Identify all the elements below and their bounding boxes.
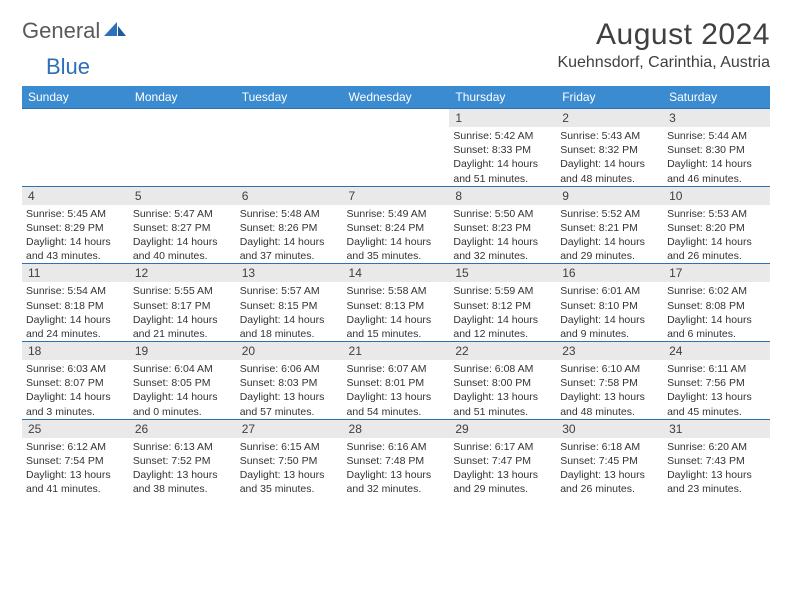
day-info-cell: Sunrise: 5:47 AMSunset: 8:27 PMDaylight:…	[129, 205, 236, 264]
day-number-cell: 6	[236, 186, 343, 205]
day-info-cell: Sunrise: 6:08 AMSunset: 8:00 PMDaylight:…	[449, 360, 556, 419]
weekday-header: Sunday	[22, 86, 129, 109]
day-info-cell: Sunrise: 6:04 AMSunset: 8:05 PMDaylight:…	[129, 360, 236, 419]
day-number-cell	[343, 109, 450, 128]
day-info-cell: Sunrise: 6:02 AMSunset: 8:08 PMDaylight:…	[663, 282, 770, 341]
day-number-cell: 16	[556, 264, 663, 283]
weekday-header: Thursday	[449, 86, 556, 109]
day-info-cell: Sunrise: 6:16 AMSunset: 7:48 PMDaylight:…	[343, 438, 450, 497]
day-info-cell: Sunrise: 5:49 AMSunset: 8:24 PMDaylight:…	[343, 205, 450, 264]
day-info-cell: Sunrise: 5:55 AMSunset: 8:17 PMDaylight:…	[129, 282, 236, 341]
week-body-row: Sunrise: 6:03 AMSunset: 8:07 PMDaylight:…	[22, 360, 770, 419]
day-number-cell: 19	[129, 342, 236, 361]
weekday-header: Wednesday	[343, 86, 450, 109]
day-info-cell: Sunrise: 5:44 AMSunset: 8:30 PMDaylight:…	[663, 127, 770, 186]
day-info-cell	[236, 127, 343, 186]
day-info-cell: Sunrise: 6:12 AMSunset: 7:54 PMDaylight:…	[22, 438, 129, 497]
day-info-cell: Sunrise: 6:07 AMSunset: 8:01 PMDaylight:…	[343, 360, 450, 419]
week-number-row: 25262728293031	[22, 419, 770, 438]
day-info-cell: Sunrise: 5:58 AMSunset: 8:13 PMDaylight:…	[343, 282, 450, 341]
day-number-cell: 18	[22, 342, 129, 361]
weekday-header: Monday	[129, 86, 236, 109]
day-info-cell: Sunrise: 5:45 AMSunset: 8:29 PMDaylight:…	[22, 205, 129, 264]
month-title: August 2024	[557, 18, 770, 52]
day-info-cell: Sunrise: 5:50 AMSunset: 8:23 PMDaylight:…	[449, 205, 556, 264]
day-number-cell: 4	[22, 186, 129, 205]
day-info-cell: Sunrise: 5:42 AMSunset: 8:33 PMDaylight:…	[449, 127, 556, 186]
day-info-cell: Sunrise: 5:52 AMSunset: 8:21 PMDaylight:…	[556, 205, 663, 264]
day-number-cell: 21	[343, 342, 450, 361]
day-info-cell: Sunrise: 6:20 AMSunset: 7:43 PMDaylight:…	[663, 438, 770, 497]
day-number-cell: 28	[343, 419, 450, 438]
week-body-row: Sunrise: 5:54 AMSunset: 8:18 PMDaylight:…	[22, 282, 770, 341]
day-info-cell	[343, 127, 450, 186]
week-number-row: 123	[22, 109, 770, 128]
day-number-cell: 31	[663, 419, 770, 438]
week-number-row: 11121314151617	[22, 264, 770, 283]
day-info-cell: Sunrise: 5:43 AMSunset: 8:32 PMDaylight:…	[556, 127, 663, 186]
brand-sail-icon	[104, 22, 126, 38]
day-number-cell: 17	[663, 264, 770, 283]
day-number-cell: 5	[129, 186, 236, 205]
brand-logo: General	[22, 18, 128, 44]
week-body-row: Sunrise: 6:12 AMSunset: 7:54 PMDaylight:…	[22, 438, 770, 497]
day-number-cell	[129, 109, 236, 128]
day-number-cell: 2	[556, 109, 663, 128]
day-number-cell: 26	[129, 419, 236, 438]
day-info-cell: Sunrise: 5:53 AMSunset: 8:20 PMDaylight:…	[663, 205, 770, 264]
day-info-cell: Sunrise: 6:13 AMSunset: 7:52 PMDaylight:…	[129, 438, 236, 497]
day-number-cell: 30	[556, 419, 663, 438]
weekday-header: Friday	[556, 86, 663, 109]
day-number-cell: 23	[556, 342, 663, 361]
day-number-cell: 22	[449, 342, 556, 361]
day-info-cell: Sunrise: 6:17 AMSunset: 7:47 PMDaylight:…	[449, 438, 556, 497]
day-info-cell: Sunrise: 6:06 AMSunset: 8:03 PMDaylight:…	[236, 360, 343, 419]
day-info-cell: Sunrise: 6:10 AMSunset: 7:58 PMDaylight:…	[556, 360, 663, 419]
day-number-cell: 20	[236, 342, 343, 361]
day-number-cell: 15	[449, 264, 556, 283]
day-number-cell: 12	[129, 264, 236, 283]
day-number-cell: 8	[449, 186, 556, 205]
day-info-cell: Sunrise: 5:54 AMSunset: 8:18 PMDaylight:…	[22, 282, 129, 341]
day-info-cell	[22, 127, 129, 186]
day-number-cell: 1	[449, 109, 556, 128]
day-number-cell: 13	[236, 264, 343, 283]
day-number-cell: 9	[556, 186, 663, 205]
day-number-cell: 7	[343, 186, 450, 205]
week-body-row: Sunrise: 5:42 AMSunset: 8:33 PMDaylight:…	[22, 127, 770, 186]
day-number-cell	[236, 109, 343, 128]
day-number-cell	[22, 109, 129, 128]
day-info-cell	[129, 127, 236, 186]
week-number-row: 18192021222324	[22, 342, 770, 361]
day-number-cell: 27	[236, 419, 343, 438]
day-info-cell: Sunrise: 5:57 AMSunset: 8:15 PMDaylight:…	[236, 282, 343, 341]
day-info-cell: Sunrise: 6:15 AMSunset: 7:50 PMDaylight:…	[236, 438, 343, 497]
weekday-header-row: SundayMondayTuesdayWednesdayThursdayFrid…	[22, 86, 770, 109]
day-info-cell: Sunrise: 6:11 AMSunset: 7:56 PMDaylight:…	[663, 360, 770, 419]
day-number-cell: 24	[663, 342, 770, 361]
weekday-header: Saturday	[663, 86, 770, 109]
day-info-cell: Sunrise: 6:18 AMSunset: 7:45 PMDaylight:…	[556, 438, 663, 497]
day-number-cell: 14	[343, 264, 450, 283]
day-info-cell: Sunrise: 5:48 AMSunset: 8:26 PMDaylight:…	[236, 205, 343, 264]
brand-text-general: General	[22, 18, 100, 44]
weekday-header: Tuesday	[236, 86, 343, 109]
day-number-cell: 11	[22, 264, 129, 283]
day-number-cell: 25	[22, 419, 129, 438]
location-subtitle: Kuehnsdorf, Carinthia, Austria	[557, 54, 770, 72]
day-number-cell: 3	[663, 109, 770, 128]
day-info-cell: Sunrise: 5:59 AMSunset: 8:12 PMDaylight:…	[449, 282, 556, 341]
day-info-cell: Sunrise: 6:03 AMSunset: 8:07 PMDaylight:…	[22, 360, 129, 419]
brand-text-blue: Blue	[46, 54, 90, 80]
calendar-table: SundayMondayTuesdayWednesdayThursdayFrid…	[22, 86, 770, 496]
week-body-row: Sunrise: 5:45 AMSunset: 8:29 PMDaylight:…	[22, 205, 770, 264]
day-number-cell: 10	[663, 186, 770, 205]
day-info-cell: Sunrise: 6:01 AMSunset: 8:10 PMDaylight:…	[556, 282, 663, 341]
week-number-row: 45678910	[22, 186, 770, 205]
day-number-cell: 29	[449, 419, 556, 438]
